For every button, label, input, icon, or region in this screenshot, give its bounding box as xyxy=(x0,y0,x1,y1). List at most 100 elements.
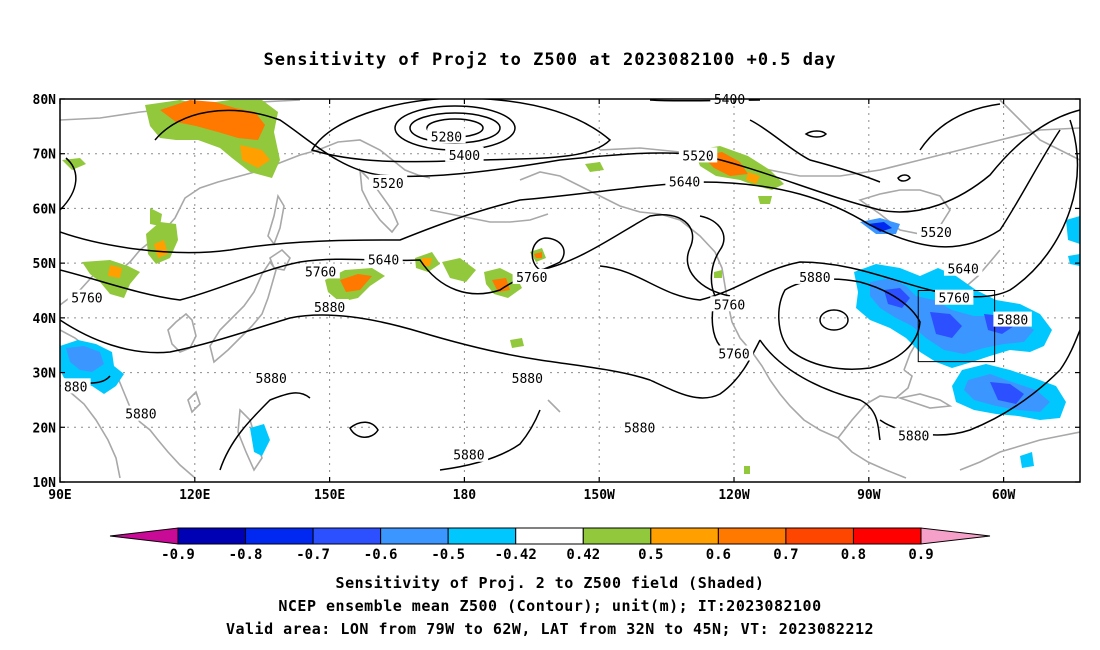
colorbar-label: -0.7 xyxy=(296,547,330,563)
shade-positive-green xyxy=(510,338,524,348)
shade-positive-green xyxy=(758,196,772,204)
colorbar-segment xyxy=(380,527,449,545)
colorbar-label: -0.6 xyxy=(364,547,398,563)
colorbar-label: 0.7 xyxy=(773,547,798,563)
contour-label-bg xyxy=(943,260,983,276)
contour-5880-inner xyxy=(819,309,849,331)
shade-positive-green xyxy=(62,158,86,170)
colorbar-label: -0.9 xyxy=(161,547,195,563)
contour-label-bg xyxy=(67,289,107,305)
shade-positive-orange xyxy=(534,252,542,258)
coastline-west-us xyxy=(714,251,839,439)
contour-label-bg xyxy=(993,311,1032,327)
lat-tick-label: 70N xyxy=(33,148,57,163)
footer-line-shading: Sensitivity of Proj. 2 to Z500 field (Sh… xyxy=(335,574,765,592)
contour-label-bg xyxy=(710,296,749,312)
shade-positive-orange xyxy=(240,145,270,168)
contour-label: 5760 xyxy=(714,298,745,313)
contour-label-bg xyxy=(665,173,704,189)
contour-label: 5880 xyxy=(624,421,655,436)
lat-tick-label: 20N xyxy=(33,421,57,436)
colorbar-label: 0.8 xyxy=(841,547,866,563)
colorbar-segment xyxy=(515,527,584,545)
shade-positive-orange xyxy=(160,100,265,140)
colorbar-label: -0.5 xyxy=(431,547,465,563)
coastline-korea xyxy=(167,312,197,353)
shade-positive-green xyxy=(442,258,476,282)
lat-tick-label: 40N xyxy=(33,312,57,327)
contour-label: 5400 xyxy=(714,93,745,108)
contour-5520 xyxy=(154,109,1080,213)
lat-tick-label: 60N xyxy=(33,202,57,217)
contour-label: 5880 xyxy=(997,314,1028,329)
coastline-philippines xyxy=(237,408,263,472)
lat-tick-label: 30N xyxy=(33,367,57,382)
contour-label: 5520 xyxy=(372,177,403,192)
lon-tick-label: 60W xyxy=(992,488,1016,503)
contour-label-bg xyxy=(917,224,956,240)
coastline-south-america xyxy=(959,431,1080,471)
coastline-hawaii xyxy=(547,399,561,413)
contour-label-bg xyxy=(512,268,552,284)
contour-label: 5400 xyxy=(449,149,480,164)
contour-label: 5880 xyxy=(898,430,929,445)
shade-positive-orange xyxy=(108,265,122,278)
contour-label-bg xyxy=(445,146,484,162)
footer-line-contour: NCEP ensemble mean Z500 (Contour); unit(… xyxy=(278,597,822,615)
contour-5880-s xyxy=(219,392,311,471)
contour-label-bg xyxy=(449,446,489,462)
colorbar-segment xyxy=(852,527,922,545)
contour-label: 5640 xyxy=(368,253,399,268)
shade-negative-light xyxy=(1066,216,1080,244)
contour-5880-east-b xyxy=(759,339,881,441)
colorbar-segment xyxy=(717,527,787,545)
colorbar-label: -0.8 xyxy=(229,547,263,563)
colorbar-label: 0.42 xyxy=(566,547,600,563)
contour-5640-north xyxy=(919,103,1001,151)
contour-5880-small xyxy=(349,421,379,438)
shade-positive-green xyxy=(714,270,722,278)
contour-label-bg xyxy=(301,263,340,279)
contour-label: 5880 xyxy=(256,372,287,387)
z500-contours xyxy=(60,99,1080,471)
lon-tick-label: 180 xyxy=(453,488,477,503)
contour-5880-w xyxy=(60,314,761,399)
contour-label: 5880 xyxy=(453,449,484,464)
contour-label-bg xyxy=(60,378,91,394)
lat-tick-label: 50N xyxy=(33,257,57,272)
contour-small-ne xyxy=(804,130,828,138)
coastline-cuba xyxy=(896,393,953,409)
colorbar-segment xyxy=(245,527,314,545)
colorbar-segment xyxy=(177,527,247,545)
contour-5880-south xyxy=(439,409,541,471)
contour-label-bg xyxy=(310,299,349,315)
contour-label: 5760 xyxy=(516,271,547,286)
contour-5760-alaska xyxy=(749,119,881,183)
contour-label: 5280 xyxy=(431,130,462,145)
contour-5400 xyxy=(310,99,612,163)
colorbar-segment xyxy=(312,527,382,545)
colorbar-low-arrow xyxy=(109,527,179,545)
lat-tick-label: 80N xyxy=(33,93,57,108)
colorbar: -0.9 -0.8 -0.7 -0.6 -0.5 -0.42 0.42 0.5 0.6 0.7 0.… xyxy=(109,527,991,563)
shade-negative-strong xyxy=(868,222,892,232)
shade-positive-orange xyxy=(746,172,760,184)
contour-label-bg xyxy=(894,427,933,443)
colorbar-segment xyxy=(582,527,652,545)
shade-positive-orange xyxy=(492,278,510,292)
contour-5760-east xyxy=(599,119,1079,301)
contour-label: 5880 xyxy=(512,372,543,387)
colorbar-label: -0.42 xyxy=(495,547,537,563)
colorbar-label: 0.5 xyxy=(638,547,663,563)
contour-label-bg xyxy=(368,174,408,190)
coastline-hokkaido xyxy=(269,248,291,271)
shade-negative-mid xyxy=(66,346,104,372)
shade-positive-green xyxy=(150,208,162,226)
colorbar-segment xyxy=(785,527,854,545)
contour-label: 5760 xyxy=(939,292,970,307)
shade-positive-green xyxy=(744,466,750,474)
contour-labels: 5400 5280 5400 5520 5520 5640 5640 5760 5760 5760… xyxy=(60,91,1032,464)
contour-label: 5520 xyxy=(682,149,713,164)
